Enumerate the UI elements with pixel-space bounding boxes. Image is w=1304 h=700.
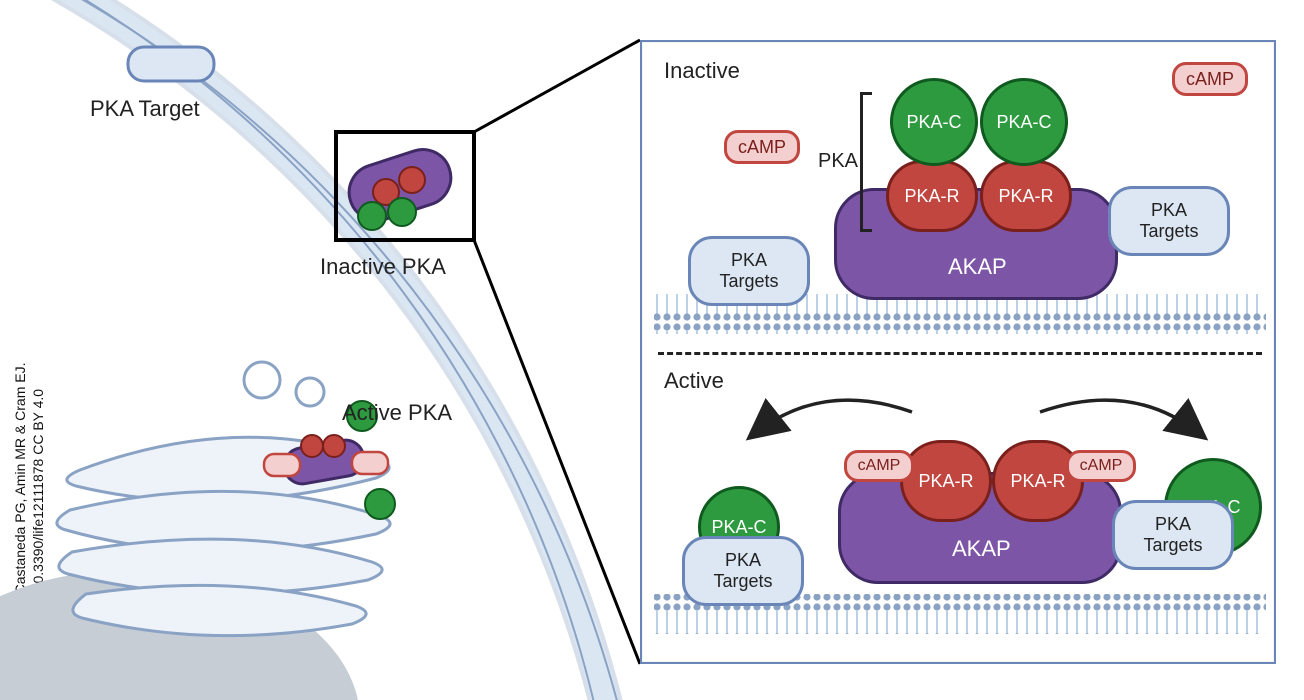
panel-divider [658, 352, 1262, 355]
pkar-circle: PKA-R [886, 160, 978, 232]
pka-targets-pill: PKA Targets [688, 236, 810, 306]
pka-targets-pill-active: PKA Targets [1112, 500, 1234, 570]
pkac-circle: PKA-C [980, 78, 1068, 166]
camp-pill: cAMP [724, 130, 800, 164]
pkar-circle-active: PKA-R [900, 440, 992, 522]
pka-label: PKA [818, 150, 858, 173]
pkar-circle: PKA-R [980, 160, 1072, 232]
pka-targets-pill: PKA Targets [1108, 186, 1230, 256]
active-pka-label: Active PKA [342, 400, 452, 426]
pka-bracket [860, 92, 872, 232]
akap-label-active: AKAP [952, 536, 1011, 562]
akap-label: AKAP [948, 254, 1007, 280]
inactive-pka-label: Inactive PKA [320, 254, 446, 280]
inactive-title: Inactive [664, 58, 740, 84]
active-title: Active [664, 368, 724, 394]
detail-panel: Inactive Active cAMP cAMP AKAP PKA PKA-R… [640, 40, 1276, 664]
camp-pill: cAMP [1172, 62, 1248, 96]
pkac-circle: PKA-C [890, 78, 978, 166]
pka-target-label: PKA Target [90, 96, 200, 122]
camp-bound-pill: cAMP [844, 450, 914, 482]
diagram-stage: Sadeghian F, Castaneda PG, Amin MR & Cra… [0, 0, 1304, 700]
camp-bound-pill: cAMP [1066, 450, 1136, 482]
pka-targets-pill-active: PKA Targets [682, 536, 804, 606]
